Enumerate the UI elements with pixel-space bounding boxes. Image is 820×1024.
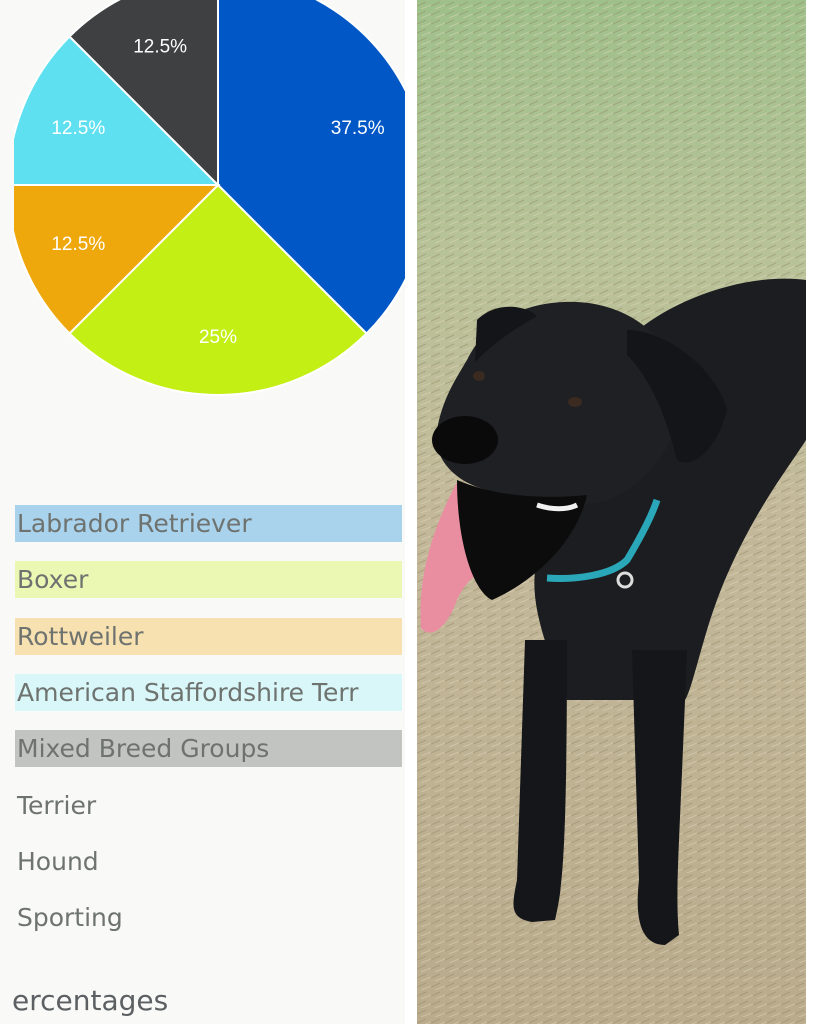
legend-item-5: Terrier (17, 791, 97, 820)
dog-teeth (536, 502, 579, 512)
legend-item-6: Hound (17, 847, 99, 876)
dog-ear-right (627, 330, 727, 463)
pie-slice-label-4: 12.5% (133, 36, 187, 57)
dog-head (436, 301, 681, 507)
dog-front-leg-left (513, 640, 567, 922)
legend: Labrador Retriever Boxer Rottweiler America… (15, 505, 402, 932)
legend-item-7: Sporting (17, 903, 123, 932)
pie-slice-4 (68, 0, 219, 188)
chart-panel: 37.5% 25% 12.5% 12.5% 12.5% Labrador Retriev… (0, 0, 417, 1017)
dog-nose (432, 416, 498, 464)
pie-left-edge-mask (0, 0, 14, 460)
dog-front-leg-right (632, 650, 687, 945)
dog-ear-left (475, 306, 537, 362)
right-border (806, 0, 820, 1024)
dog-photo (417, 0, 806, 1024)
footer-caption: ercentages (12, 984, 169, 1017)
dog-collar (546, 498, 661, 582)
legend-item-4: Mixed Breed Groups (15, 730, 402, 767)
dog-body (534, 278, 806, 700)
pie-slice-label-2: 12.5% (51, 234, 105, 255)
legend-item-0: Labrador Retriever (15, 505, 402, 542)
legend-item-3: American Staffordshire Terr (15, 674, 402, 711)
pie-slice-label-1: 25% (199, 327, 237, 348)
pie-slice-label-0: 37.5% (331, 118, 385, 139)
legend-item-2: Rottweiler (15, 618, 402, 655)
dog-photo-image (417, 0, 806, 1024)
pie-chart: 37.5% 25% 12.5% 12.5% 12.5% (0, 0, 417, 460)
pie-slice-label-3: 12.5% (51, 118, 105, 139)
pie-slice-1 (68, 183, 368, 396)
panel-divider (405, 0, 417, 1024)
dog-eye-right (568, 397, 582, 407)
dog-collar-ring (616, 571, 634, 589)
legend-item-1: Boxer (15, 561, 402, 598)
dog-eye-left (473, 371, 485, 381)
